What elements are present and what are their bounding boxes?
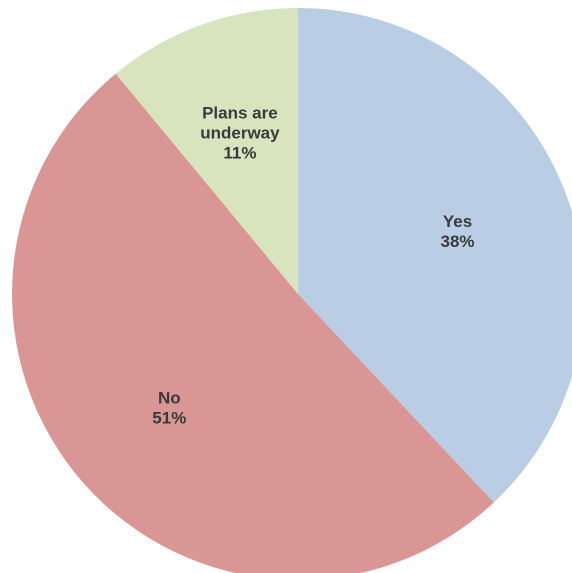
- pie-slice-0: [298, 8, 572, 503]
- pie-slices: [12, 8, 572, 573]
- slice-category-label: underway: [200, 124, 280, 143]
- slice-label-0: Yes 38%: [440, 212, 474, 251]
- pie-labels: Yes 38% No 51% Plans are underway 11%: [152, 104, 474, 428]
- pie-slice-1: [12, 73, 494, 573]
- slice-category-label: Yes: [443, 212, 472, 231]
- slice-value-label: 11%: [223, 144, 256, 163]
- slice-category-label: Plans are: [202, 104, 278, 123]
- slice-label-2: Plans are underway 11%: [200, 104, 280, 163]
- slice-label-1: No 51%: [152, 389, 186, 428]
- slice-category-label: No: [158, 389, 181, 408]
- slice-value-label: 51%: [152, 409, 186, 428]
- slice-value-label: 38%: [440, 232, 474, 251]
- pie-slice-2: [115, 8, 298, 294]
